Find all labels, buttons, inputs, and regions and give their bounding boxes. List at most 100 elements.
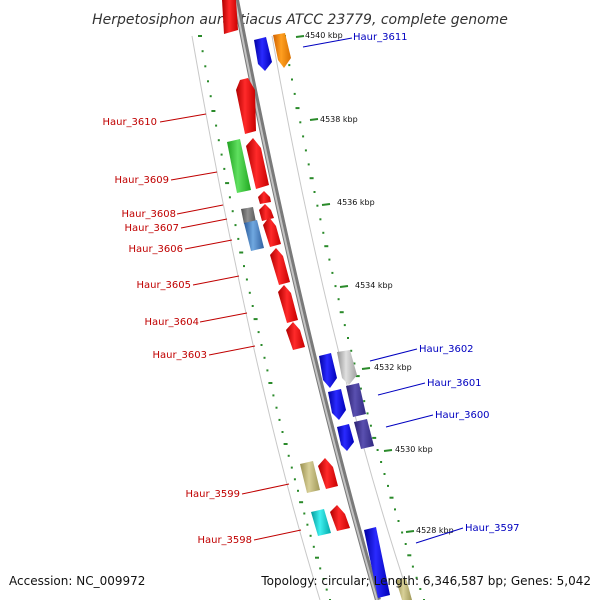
- gene-feature-red-3598[interactable]: [330, 505, 350, 531]
- gene-feature-darkgrey-3607[interactable]: [241, 207, 256, 224]
- tick-4536: 4536 kbp: [321, 198, 375, 207]
- map-title: Herpetosiphon aurantiacus ATCC 23779, co…: [92, 12, 508, 28]
- track-dot: [343, 324, 346, 327]
- gene-feature-blue-3602[interactable]: [319, 353, 337, 388]
- track-dot: [287, 454, 290, 457]
- gene-label-haur-3602[interactable]: Haur_3602: [419, 344, 474, 355]
- gene-feature-blue-3601[interactable]: [328, 389, 346, 420]
- track-dot: [328, 258, 331, 261]
- gene-label-haur-3608[interactable]: Haur_3608: [121, 209, 176, 220]
- gene-feature-orange-3611[interactable]: [273, 33, 291, 68]
- gene-label-haur-3598[interactable]: Haur_3598: [197, 535, 252, 546]
- track-dot: [225, 182, 230, 185]
- ring-outline-inner: [271, 35, 411, 600]
- track-dot: [350, 349, 353, 352]
- gene-feature-red-3607[interactable]: [259, 204, 274, 221]
- genome-summary-text: Topology: circular; Length: 6,346,587 bp…: [260, 574, 591, 588]
- gene-feature-red-3610[interactable]: [236, 78, 256, 134]
- track-dot: [243, 265, 245, 268]
- track-dot: [353, 362, 356, 365]
- track-dot: [297, 489, 299, 492]
- gene-feature-navy-3600[interactable]: [354, 419, 374, 449]
- track-dot: [278, 418, 281, 421]
- gene-label-haur-3609[interactable]: Haur_3609: [114, 175, 169, 186]
- track-dot: [217, 139, 220, 142]
- track-dot: [204, 65, 207, 68]
- gene-feature-cyan-3598[interactable]: [311, 509, 331, 536]
- track-dot: [319, 218, 322, 221]
- tick-label: 4530 kbp: [395, 445, 433, 454]
- tick-4532: 4532 kbp: [361, 363, 412, 372]
- track-dot: [209, 95, 212, 98]
- gene-label-haur-3604[interactable]: Haur_3604: [144, 317, 199, 328]
- gene-feature-steel-3606[interactable]: [244, 220, 264, 251]
- track-dot: [283, 443, 288, 445]
- gene-feature-top-partial[interactable]: [222, 0, 238, 34]
- track-dot: [234, 224, 237, 227]
- track-dot: [220, 153, 223, 156]
- track-dot: [253, 318, 258, 321]
- gene-feature-red-3608[interactable]: [258, 191, 271, 204]
- gene-labels: Haur_3611 Haur_3610 Haur_3609 Haur_3608 …: [102, 32, 519, 546]
- gene-feature-green-3609[interactable]: [227, 139, 251, 193]
- gene-feature-red-3604[interactable]: [278, 285, 298, 323]
- track-dot: [257, 331, 260, 334]
- gene-feature-red-3603[interactable]: [286, 322, 305, 350]
- gene-feature-blue-3600[interactable]: [337, 424, 354, 451]
- gene-feature-blue-3597[interactable]: [364, 527, 390, 598]
- gene-features: [222, 0, 412, 600]
- track-dot: [315, 556, 319, 559]
- track-dot: [322, 231, 325, 234]
- track-dot: [325, 588, 328, 591]
- track-dot: [295, 107, 300, 110]
- label-leaders: [159, 37, 464, 544]
- track-dot: [201, 50, 204, 53]
- track-dot: [372, 436, 377, 439]
- gene-label-haur-3606[interactable]: Haur_3606: [128, 244, 183, 255]
- gene-feature-red-3606[interactable]: [263, 217, 281, 247]
- track-dot: [299, 501, 304, 504]
- accession-text: Accession: NC_009972: [9, 574, 145, 588]
- track-dot: [237, 237, 240, 240]
- track-dot: [248, 291, 251, 294]
- gene-label-haur-3610[interactable]: Haur_3610: [102, 117, 157, 128]
- track-dot: [380, 461, 383, 463]
- gene-label-haur-3611[interactable]: Haur_3611: [353, 32, 408, 43]
- gene-feature-navy-3601[interactable]: [346, 383, 366, 417]
- gene-feature-grey-3602[interactable]: [337, 350, 357, 385]
- tick-label: 4532 kbp: [374, 363, 412, 372]
- track-dot: [366, 412, 369, 415]
- gene-feature-khaki-3599[interactable]: [300, 461, 320, 493]
- gene-feature-red-3599[interactable]: [318, 458, 338, 489]
- gene-feature-khaki-3597[interactable]: [396, 578, 412, 600]
- gene-label-haur-3597[interactable]: Haur_3597: [465, 523, 520, 534]
- track-dot: [245, 278, 248, 281]
- gene-label-haur-3600[interactable]: Haur_3600: [435, 410, 490, 421]
- track-dot: [319, 567, 322, 570]
- gene-label-haur-3603[interactable]: Haur_3603: [152, 350, 207, 361]
- track-dot: [376, 449, 379, 451]
- track-dot: [275, 406, 278, 409]
- track-dot: [309, 534, 312, 537]
- tick-label: 4528 kbp: [416, 526, 454, 535]
- gene-feature-blue-3611[interactable]: [254, 37, 272, 71]
- tick-label: 4538 kbp: [320, 115, 358, 124]
- track-dot: [251, 305, 254, 307]
- track-dot: [312, 545, 315, 548]
- gene-label-haur-3607[interactable]: Haur_3607: [124, 223, 179, 234]
- tick-4538: 4538 kbp: [309, 115, 358, 124]
- track-dot: [369, 424, 372, 427]
- gene-feature-red-3605[interactable]: [270, 248, 290, 285]
- gene-label-haur-3605[interactable]: Haur_3605: [136, 280, 191, 291]
- track-dot: [397, 520, 400, 522]
- gene-label-haur-3599[interactable]: Haur_3599: [185, 489, 240, 500]
- track-dot: [307, 163, 310, 166]
- gene-feature-red-3609[interactable]: [246, 138, 269, 189]
- gene-label-haur-3601[interactable]: Haur_3601: [427, 378, 482, 389]
- track-dot: [316, 204, 319, 207]
- tick-label: 4536 kbp: [337, 198, 375, 207]
- track-dot: [415, 576, 418, 579]
- track-dot: [401, 531, 404, 534]
- track-dot: [299, 121, 302, 124]
